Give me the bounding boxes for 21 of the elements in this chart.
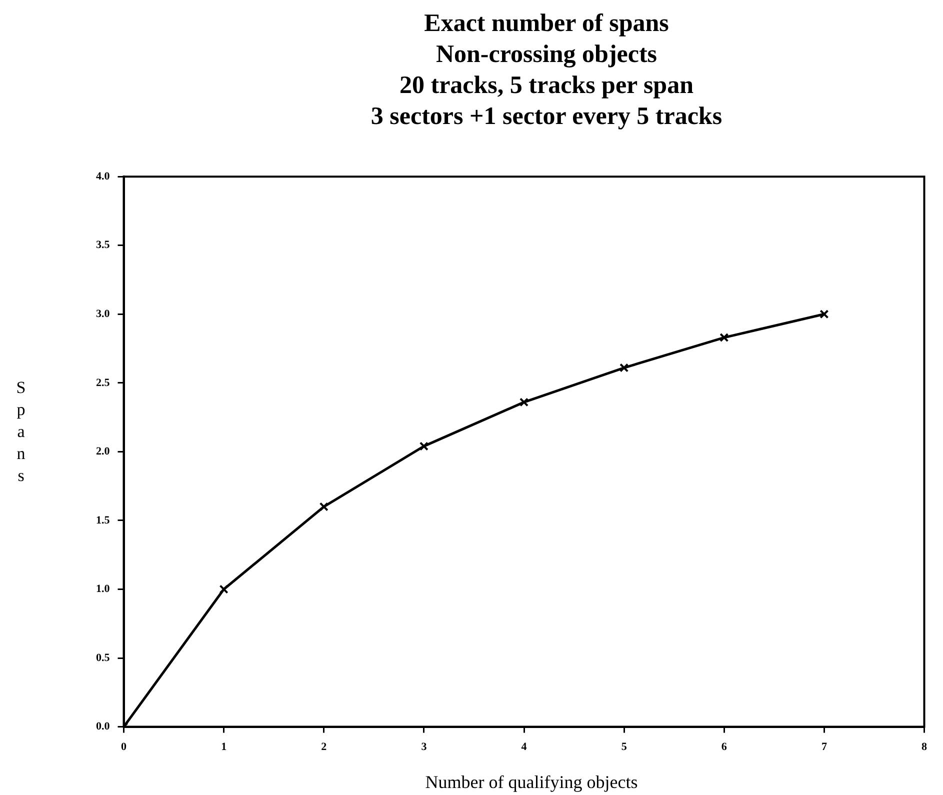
x-tick-label: 2 <box>321 741 328 754</box>
y-tick-label: 1.5 <box>96 514 110 526</box>
y-tick-label: 3.0 <box>96 308 110 320</box>
x-tick-label: 5 <box>621 741 628 754</box>
x-tick-label: 7 <box>821 741 828 754</box>
chart-title: Exact number of spans Non-crossing objects 20 tracks, 5 tracks per span 3 sectors +1 sector every 5 tracks <box>370 9 724 132</box>
y-tick-label: 2.5 <box>96 376 110 389</box>
x-axis-title: Number of qualifying objects <box>424 772 639 793</box>
x-tick-label: 4 <box>521 741 528 754</box>
y-tick-label: 0.0 <box>96 720 110 733</box>
y-tick-label: 3.5 <box>96 239 110 252</box>
y-tick-label: 1.0 <box>96 583 110 596</box>
x-tick-label: 0 <box>121 741 127 754</box>
y-axis-title: Spans <box>15 377 27 487</box>
y-tick-label: 4.0 <box>96 170 110 182</box>
y-tick-label: 0.5 <box>96 652 110 664</box>
x-tick-label: 3 <box>421 741 428 754</box>
x-tick-label: 6 <box>721 741 728 754</box>
y-tick-label: 2.0 <box>96 446 110 458</box>
x-tick-label: 8 <box>922 741 928 754</box>
x-tick-label: 1 <box>221 741 227 754</box>
